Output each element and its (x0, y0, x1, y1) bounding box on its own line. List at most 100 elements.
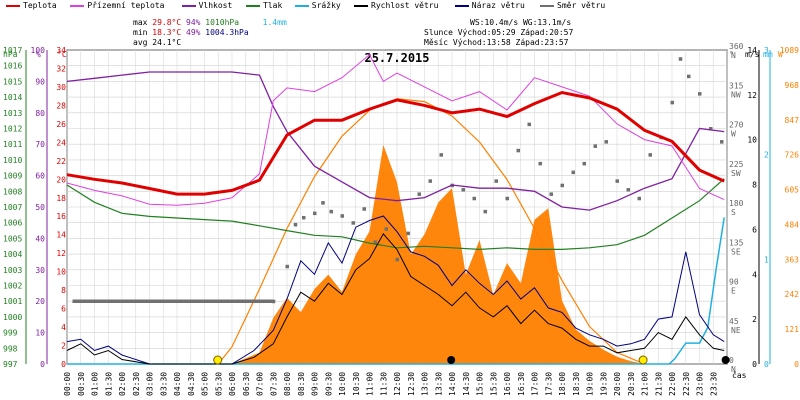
tick-label-temperature: 34 (56, 46, 66, 55)
tick-label-winddir: 180 (729, 199, 744, 208)
axis-winddir-unit: ° (729, 50, 734, 59)
tick-label-pressure: 998 (3, 344, 18, 353)
tick-label-time: 11:30 (379, 372, 388, 396)
tick-label-solar: 0 (794, 360, 799, 369)
tick-label-winddir: 360 (729, 42, 744, 51)
tick-label-pressure: 1004 (3, 250, 22, 259)
winddir-point (362, 207, 366, 211)
winddir-point (472, 196, 476, 201)
tick-label-temperature: 28 (56, 101, 66, 110)
tick-label-time: 13:30 (434, 372, 443, 396)
winddir-point (538, 161, 542, 166)
tick-label-temperature: 2 (61, 342, 66, 351)
tick-label-solar: 484 (785, 220, 800, 229)
tick-label-winddir: 315 (729, 81, 744, 90)
legend-label: Teplota (23, 1, 57, 10)
tick-label-winddir-compass: W (731, 130, 736, 139)
tick-label-time: 23:00 (696, 372, 705, 396)
stats-max-temp: 29.8°C (152, 18, 182, 27)
stats-min-row: min 18.3°C 49% 1004.3hPa (133, 28, 249, 38)
tick-label-rain: 1 (764, 255, 769, 264)
tick-label-time: 10:30 (352, 372, 361, 396)
tick-label-winddir-compass: NE (731, 326, 741, 335)
chart-title: 25.7.2015 (364, 51, 429, 65)
tick-label-winddir: 90 (729, 278, 739, 287)
legend-item: Tlak (246, 1, 282, 11)
winddir-point (571, 170, 575, 175)
winddir-point (483, 209, 487, 214)
tick-label-winddir: 225 (729, 160, 744, 169)
tick-label-humidity: 40 (35, 234, 45, 243)
tick-label-rain: 0 (764, 360, 769, 369)
series-temperature (66, 90, 725, 196)
winddir-point (321, 201, 325, 205)
tick-label-time: 17:30 (544, 372, 553, 396)
tick-label-solar: 847 (785, 116, 800, 125)
tick-label-temperature: 26 (56, 120, 66, 129)
axis-time-label: čas (732, 370, 747, 380)
winddir-point (670, 100, 674, 105)
legend-swatch (70, 4, 85, 7)
legend-swatch (294, 4, 309, 7)
axis-humidity-unit: % (36, 50, 41, 59)
tick-label-time: 12:30 (407, 372, 416, 396)
winddir-point (461, 188, 465, 192)
winddir-point (505, 196, 509, 201)
stats-max-rain: 1.4mm (262, 18, 287, 27)
tick-label-time: 15:30 (489, 372, 498, 396)
tick-label-windspeed: 10 (747, 136, 757, 145)
tick-label-time: 20:00 (613, 372, 622, 396)
legend-swatch (454, 4, 469, 7)
tick-label-humidity: 80 (35, 109, 45, 118)
winddir-point (271, 299, 276, 304)
legend-item: Směr větru (540, 1, 605, 11)
axis-windspeed-unit: m/s (745, 50, 760, 59)
tick-label-humidity: 90 (35, 77, 45, 86)
stats-min-hum: 49% (186, 28, 201, 37)
legend-label: Přízemní teplota (87, 1, 165, 10)
tick-label-rain: 2 (764, 151, 769, 160)
tick-label-solar: 121 (785, 325, 800, 334)
tick-label-time: 23:30 (709, 372, 718, 396)
tick-label-time: 05:00 (201, 372, 210, 396)
winddir-point (648, 153, 652, 157)
tick-label-humidity: 100 (31, 46, 46, 55)
sun-marker (638, 355, 648, 365)
tick-label-temperature: 32 (56, 64, 66, 73)
winddir-point (373, 240, 377, 244)
series-pressure (66, 178, 725, 251)
tick-label-time: 02:00 (118, 372, 127, 396)
tick-label-windspeed: 4 (752, 270, 757, 279)
tick-label-time: 18:00 (558, 372, 567, 396)
tick-label-windspeed: 14 (747, 46, 757, 55)
series-solar-area (232, 144, 645, 364)
tick-label-time: 18:30 (572, 372, 581, 396)
tick-label-time: 22:30 (682, 372, 691, 396)
sun-times: Slunce Východ:05:29 Západ:20:57 (424, 28, 574, 37)
tick-label-solar: 968 (785, 81, 800, 90)
legend-swatch (6, 4, 20, 7)
tick-label-pressure: 1009 (3, 172, 22, 181)
tick-label-time: 14:00 (448, 372, 457, 396)
winddir-point (340, 214, 344, 218)
tick-label-pressure: 1002 (3, 282, 22, 291)
winddir-point (560, 183, 564, 188)
winddir-point (406, 231, 410, 236)
winddir-point (678, 57, 683, 61)
tick-label-time: 20:30 (627, 372, 636, 396)
stats-min-label: min (133, 28, 148, 37)
tick-label-temperature: 12 (56, 249, 66, 258)
winddir-point (428, 179, 432, 183)
tick-label-rain: 3 (764, 46, 769, 55)
sun-marker (213, 355, 223, 365)
tick-label-pressure: 1012 (3, 125, 22, 134)
winddir-point (527, 122, 531, 127)
tick-label-time: 07:30 (269, 372, 278, 396)
moon-marker (447, 356, 456, 364)
tick-label-pressure: 1011 (3, 140, 22, 149)
tick-label-time: 21:00 (641, 372, 650, 396)
tick-label-windspeed: 6 (752, 225, 757, 234)
tick-label-time: 07:00 (256, 372, 265, 396)
winddir-point (417, 192, 421, 196)
tick-label-temperature: 16 (56, 212, 66, 221)
